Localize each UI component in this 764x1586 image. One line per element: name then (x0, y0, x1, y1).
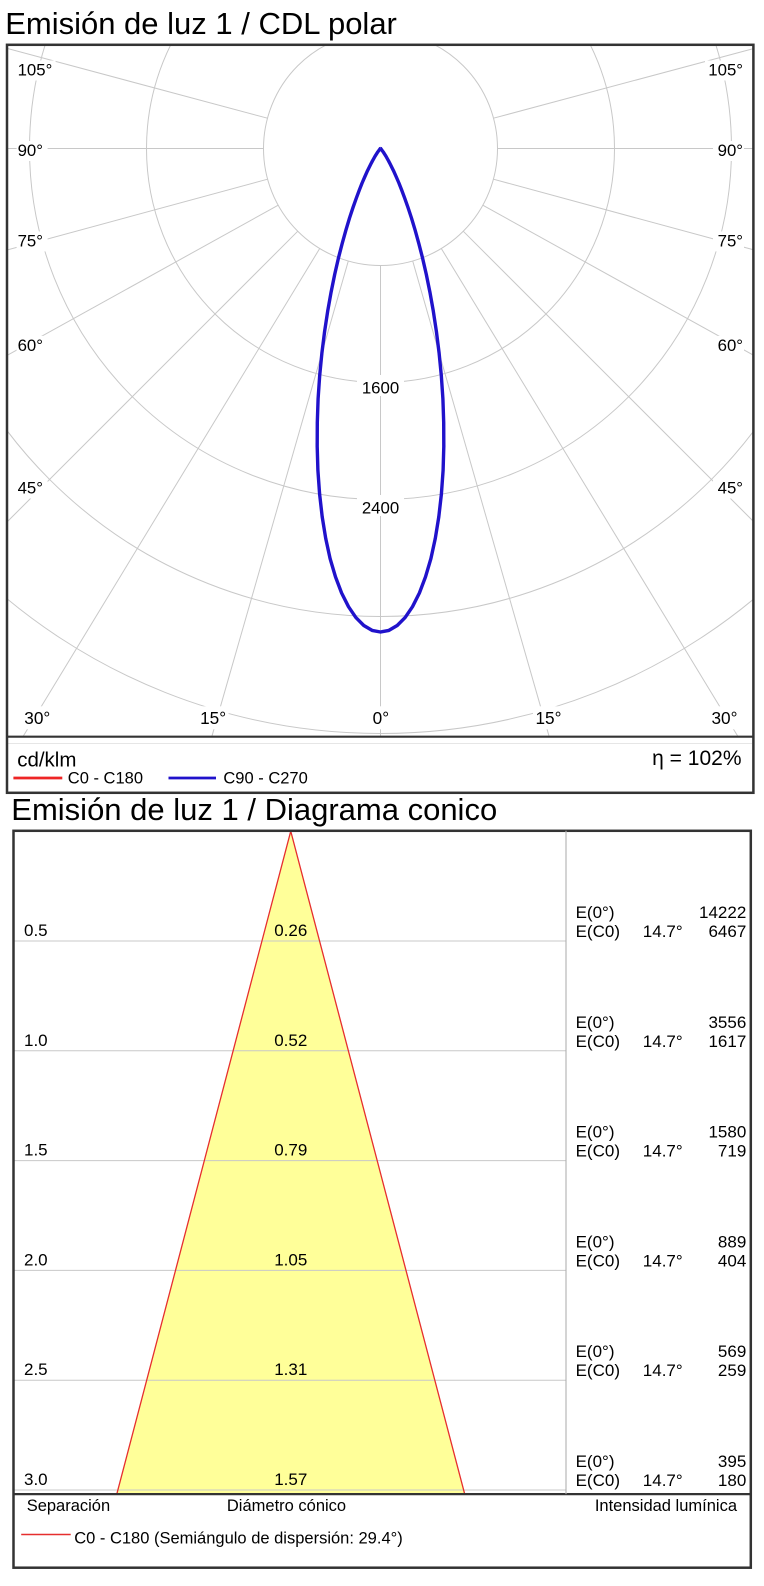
svg-text:Emisión de luz 1 / Diagrama co: Emisión de luz 1 / Diagrama conico (11, 792, 497, 827)
svg-text:0.5: 0.5 (24, 921, 48, 940)
svg-text:Intensidad lumínica: Intensidad lumínica (595, 1497, 738, 1515)
svg-text:E(C0): E(C0) (576, 1361, 620, 1380)
svg-text:1.5: 1.5 (24, 1141, 48, 1160)
svg-text:E(0°): E(0°) (576, 1452, 615, 1471)
svg-text:14.7°: 14.7° (643, 1361, 683, 1380)
svg-text:E(0°): E(0°) (576, 1342, 615, 1361)
svg-text:2.0: 2.0 (24, 1250, 48, 1269)
svg-text:1.57: 1.57 (274, 1470, 307, 1489)
svg-text:75°: 75° (718, 232, 743, 251)
svg-text:180: 180 (718, 1471, 746, 1490)
svg-text:14.7°: 14.7° (643, 1251, 683, 1270)
svg-text:105°: 105° (18, 61, 53, 80)
svg-text:75°: 75° (18, 232, 43, 251)
svg-text:C0 - C180 (Semiángulo de dispe: C0 - C180 (Semiángulo de dispersión: 29.… (74, 1529, 403, 1547)
svg-text:Diámetro cónico: Diámetro cónico (227, 1497, 346, 1515)
svg-text:0°: 0° (373, 708, 389, 728)
svg-text:105°: 105° (708, 61, 743, 80)
svg-text:1617: 1617 (708, 1032, 746, 1051)
svg-text:2400: 2400 (362, 499, 399, 518)
svg-text:1.0: 1.0 (24, 1031, 48, 1050)
svg-text:3.0: 3.0 (24, 1470, 48, 1489)
svg-text:C0 - C180: C0 - C180 (68, 769, 143, 787)
svg-text:cd/klm: cd/klm (17, 749, 76, 772)
svg-text:45°: 45° (18, 479, 43, 498)
svg-text:1580: 1580 (708, 1123, 746, 1142)
svg-text:395: 395 (718, 1452, 746, 1471)
svg-text:1.31: 1.31 (274, 1360, 307, 1379)
svg-text:6467: 6467 (708, 922, 746, 941)
svg-text:E(C0): E(C0) (576, 1471, 620, 1490)
svg-text:14.7°: 14.7° (643, 1471, 683, 1490)
svg-text:404: 404 (718, 1251, 746, 1270)
svg-text:0.79: 0.79 (274, 1141, 307, 1160)
svg-text:1.05: 1.05 (274, 1250, 307, 1269)
svg-text:E(0°): E(0°) (576, 1232, 615, 1251)
svg-text:0.26: 0.26 (274, 921, 307, 940)
svg-text:14.7°: 14.7° (643, 1032, 683, 1051)
svg-text:C90 - C270: C90 - C270 (223, 769, 307, 787)
svg-text:Emisión de luz 1 / CDL polar: Emisión de luz 1 / CDL polar (5, 6, 397, 41)
svg-text:259: 259 (718, 1361, 746, 1380)
svg-text:2.5: 2.5 (24, 1360, 48, 1379)
svg-text:30°: 30° (712, 708, 738, 728)
svg-text:60°: 60° (718, 336, 743, 355)
svg-text:Separación: Separación (27, 1497, 110, 1515)
svg-text:719: 719 (718, 1142, 746, 1161)
svg-text:E(C0): E(C0) (576, 1251, 620, 1270)
svg-text:E(C0): E(C0) (576, 1032, 620, 1051)
svg-text:15°: 15° (200, 708, 226, 728)
svg-text:3556: 3556 (708, 1013, 746, 1032)
svg-text:45°: 45° (718, 479, 743, 498)
svg-text:0.52: 0.52 (274, 1031, 307, 1050)
svg-text:E(C0): E(C0) (576, 922, 620, 941)
svg-text:30°: 30° (24, 708, 50, 728)
svg-text:90°: 90° (18, 141, 43, 160)
svg-text:14.7°: 14.7° (643, 922, 683, 941)
svg-text:1600: 1600 (362, 379, 399, 398)
svg-text:569: 569 (718, 1342, 746, 1361)
svg-text:14.7°: 14.7° (643, 1142, 683, 1161)
svg-text:E(0°): E(0°) (576, 1013, 615, 1032)
svg-text:889: 889 (718, 1232, 746, 1251)
svg-text:E(0°): E(0°) (576, 1123, 615, 1142)
svg-text:15°: 15° (536, 708, 562, 728)
svg-text:90°: 90° (718, 141, 743, 160)
svg-text:E(0°): E(0°) (576, 903, 615, 922)
svg-text:14222: 14222 (699, 903, 746, 922)
svg-text:60°: 60° (18, 336, 43, 355)
svg-text:η = 102%: η = 102% (652, 747, 741, 770)
svg-text:E(C0): E(C0) (576, 1142, 620, 1161)
